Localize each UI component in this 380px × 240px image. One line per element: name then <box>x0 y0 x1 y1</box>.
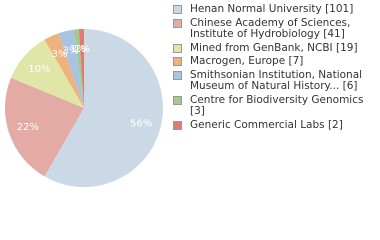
legend-item: Generic Commercial Labs [2] <box>173 118 373 132</box>
slice-label: 3% <box>63 45 79 56</box>
legend-label: Henan Normal University [101] <box>190 3 354 15</box>
slice-label: 3% <box>52 49 68 60</box>
legend: Henan Normal University [101] Chinese Aca… <box>173 3 373 132</box>
slice-label: 56% <box>130 118 152 129</box>
legend-item: Smithsonian Institution, National Museum… <box>173 68 373 93</box>
legend-item: Centre for Biodiversity Genomics [3] <box>173 93 373 118</box>
slice-label: 1% <box>74 44 90 55</box>
legend-item: Henan Normal University [101] <box>173 3 373 16</box>
legend-label: Macrogen, Europe [7] <box>190 55 304 67</box>
legend-item: Chinese Academy of Sciences, Institute o… <box>173 16 373 41</box>
legend-item: Macrogen, Europe [7] <box>173 55 373 68</box>
legend-swatch <box>173 70 182 80</box>
legend-swatch <box>173 43 182 53</box>
slice-label: 10% <box>28 64 50 75</box>
legend-swatch <box>173 57 182 66</box>
legend-label: Generic Commercial Labs [2] <box>190 118 343 131</box>
legend-item: Mined from GenBank, NCBI [19] <box>173 41 373 55</box>
legend-swatch <box>173 120 182 130</box>
pie-slice <box>11 39 84 108</box>
legend-label: Centre for Biodiversity Genomics [3] <box>190 93 364 117</box>
legend-swatch <box>173 95 182 105</box>
legend-swatch <box>173 18 182 28</box>
pie-slice <box>58 29 84 108</box>
legend-swatch <box>173 5 182 14</box>
pie-slice <box>73 29 84 109</box>
legend-label: Chinese Academy of Sciences, Institute o… <box>190 16 351 40</box>
pie-slice <box>44 33 84 108</box>
pie-slice <box>44 29 163 187</box>
slice-label: 22% <box>17 122 39 133</box>
legend-label: Smithsonian Institution, National Museum… <box>190 68 363 92</box>
slice-label: 1% <box>70 44 86 55</box>
pie-slice <box>78 29 84 108</box>
legend-label: Mined from GenBank, NCBI [19] <box>190 41 358 54</box>
pie-slice <box>4 77 84 177</box>
pie-chart: 56%22%10%3%3%1%1% <box>4 29 163 187</box>
